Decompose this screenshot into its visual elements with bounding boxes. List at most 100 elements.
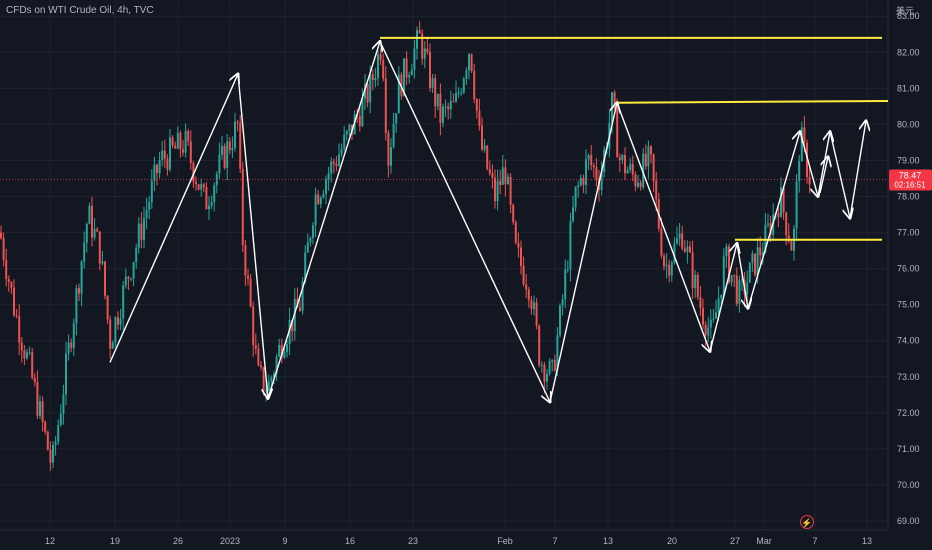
candle-body (377, 54, 379, 78)
candle-body (426, 48, 429, 53)
candle-body (702, 308, 704, 325)
candle-body (182, 149, 184, 153)
candle-body (561, 299, 564, 306)
candle-body (163, 150, 166, 159)
candle-body (421, 33, 424, 59)
candle-body (150, 180, 153, 203)
candle-body (517, 242, 520, 248)
price-badge (889, 169, 932, 191)
x-tick-label: 7 (812, 536, 817, 546)
candle-body (405, 58, 408, 78)
candle-body (655, 180, 658, 200)
candle-body (551, 359, 554, 362)
x-tick-label: 2023 (220, 536, 240, 546)
candle-body (226, 141, 229, 169)
x-tick-label: 16 (345, 536, 355, 546)
candle-body (572, 207, 574, 221)
candle-body (187, 131, 190, 142)
candle-body (530, 299, 533, 310)
candle-body (306, 242, 309, 253)
candle-body (673, 243, 676, 263)
y-tick-label: 80.00 (897, 119, 920, 129)
candle-body (756, 247, 759, 275)
candle-body (616, 108, 619, 158)
candle-body (587, 155, 590, 160)
candle-body (759, 247, 762, 256)
flash-icon[interactable]: ⚡ (800, 515, 814, 529)
candle-body (273, 373, 275, 378)
candle-body (384, 78, 387, 133)
candle-body (694, 274, 697, 288)
candle-body (748, 262, 751, 283)
candle-body (239, 122, 242, 169)
candle-body (444, 106, 447, 108)
candle-body (436, 93, 439, 107)
candle-body (600, 171, 603, 190)
candle-body (200, 184, 203, 190)
candle-body (395, 113, 398, 124)
candle-body (696, 274, 699, 298)
candle-body (98, 231, 101, 264)
y-tick-label: 77.00 (897, 228, 920, 238)
candle-body (416, 30, 418, 49)
candle-body (288, 319, 291, 345)
candle-body (686, 246, 689, 252)
candle-body (338, 154, 340, 166)
pattern-arrow (237, 73, 268, 398)
candle-body (660, 228, 663, 256)
candle-body (618, 157, 621, 161)
candle-body (728, 246, 730, 283)
candle-body (62, 394, 65, 414)
x-tick-label: 9 (282, 536, 287, 546)
candle-body (231, 148, 234, 151)
candle-body (254, 345, 257, 349)
x-tick-label: 13 (603, 536, 613, 546)
candle-body (543, 364, 546, 382)
x-tick-label: 13 (862, 536, 872, 546)
pattern-arrow (267, 41, 380, 399)
candle-body (538, 325, 541, 366)
candle-body (501, 167, 504, 185)
candle-body (10, 281, 13, 288)
price-badge-value: 78.47 (899, 171, 922, 181)
candle-body (13, 287, 15, 316)
candle-body (452, 101, 455, 103)
candle-body (637, 182, 639, 187)
candle-body (525, 284, 528, 290)
candle-body (218, 154, 221, 174)
candle-body (39, 401, 41, 416)
candle-body (735, 275, 738, 304)
candle-body (169, 137, 171, 170)
candle-body (57, 425, 60, 442)
candle-body (291, 319, 294, 332)
candle-body (390, 147, 392, 166)
y-tick-label: 71.00 (897, 444, 920, 454)
candle-body (0, 232, 2, 239)
candle-body (499, 180, 502, 185)
y-tick-label: 83.00 (897, 11, 920, 21)
candle-body (202, 184, 205, 188)
pattern-arrow (709, 243, 737, 352)
candle-body (439, 93, 442, 123)
y-tick-label: 70.00 (897, 480, 920, 490)
candle-body (767, 223, 769, 225)
candle-body (119, 318, 122, 325)
x-tick-label: Feb (497, 536, 513, 546)
candle-body (397, 74, 400, 114)
candle-body (429, 52, 431, 89)
candle-body (249, 278, 252, 307)
candle-body (210, 202, 213, 206)
candle-body (683, 248, 686, 252)
candle-body (577, 185, 580, 187)
candle-body (418, 30, 421, 34)
candle-body (41, 401, 44, 422)
candle-body (189, 141, 192, 163)
candle-body (33, 377, 36, 382)
candle-body (468, 54, 470, 71)
candle-body (520, 247, 522, 266)
candle-body (717, 298, 720, 313)
y-tick-label: 76.00 (897, 264, 920, 274)
pattern-arrow (616, 102, 710, 352)
candle-body (327, 173, 330, 180)
